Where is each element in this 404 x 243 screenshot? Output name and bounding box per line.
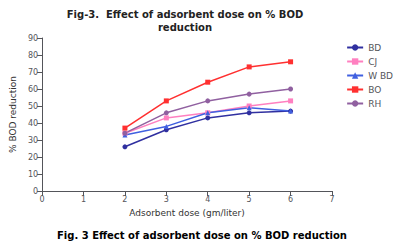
svg-text:7: 7 xyxy=(329,195,334,204)
svg-text:W BD: W BD xyxy=(368,71,393,81)
svg-text:% BOD reduction: % BOD reduction xyxy=(8,76,18,153)
svg-text:3: 3 xyxy=(164,195,169,204)
svg-text:0: 0 xyxy=(33,187,38,196)
svg-text:1: 1 xyxy=(81,195,86,204)
svg-text:Fig. 3 Effect of adsorbent dos: Fig. 3 Effect of adsorbent dose on % BOD… xyxy=(57,230,347,241)
svg-text:0: 0 xyxy=(40,195,45,204)
svg-text:40: 40 xyxy=(28,119,38,128)
svg-text:Fig-3. Effect of adsorbent do: Fig-3. Effect of adsorbent dose on % BOD xyxy=(67,9,304,20)
svg-text:BD: BD xyxy=(368,43,381,53)
svg-text:5: 5 xyxy=(247,195,252,204)
svg-text:90: 90 xyxy=(28,34,38,43)
svg-text:30: 30 xyxy=(28,136,38,145)
svg-text:20: 20 xyxy=(28,153,38,162)
svg-text:reduction: reduction xyxy=(158,22,212,33)
svg-text:Adsorbent dose (gm/liter): Adsorbent dose (gm/liter) xyxy=(129,208,245,218)
svg-text:6: 6 xyxy=(288,195,293,204)
svg-text:RH: RH xyxy=(368,99,381,109)
svg-text:50: 50 xyxy=(28,102,38,111)
svg-text:60: 60 xyxy=(28,85,38,94)
svg-text:70: 70 xyxy=(28,68,38,77)
svg-text:80: 80 xyxy=(28,51,38,60)
svg-text:CJ: CJ xyxy=(368,57,377,67)
svg-text:10: 10 xyxy=(28,170,38,179)
svg-text:4: 4 xyxy=(205,195,210,204)
svg-text:BO: BO xyxy=(368,85,381,95)
svg-text:2: 2 xyxy=(122,195,127,204)
